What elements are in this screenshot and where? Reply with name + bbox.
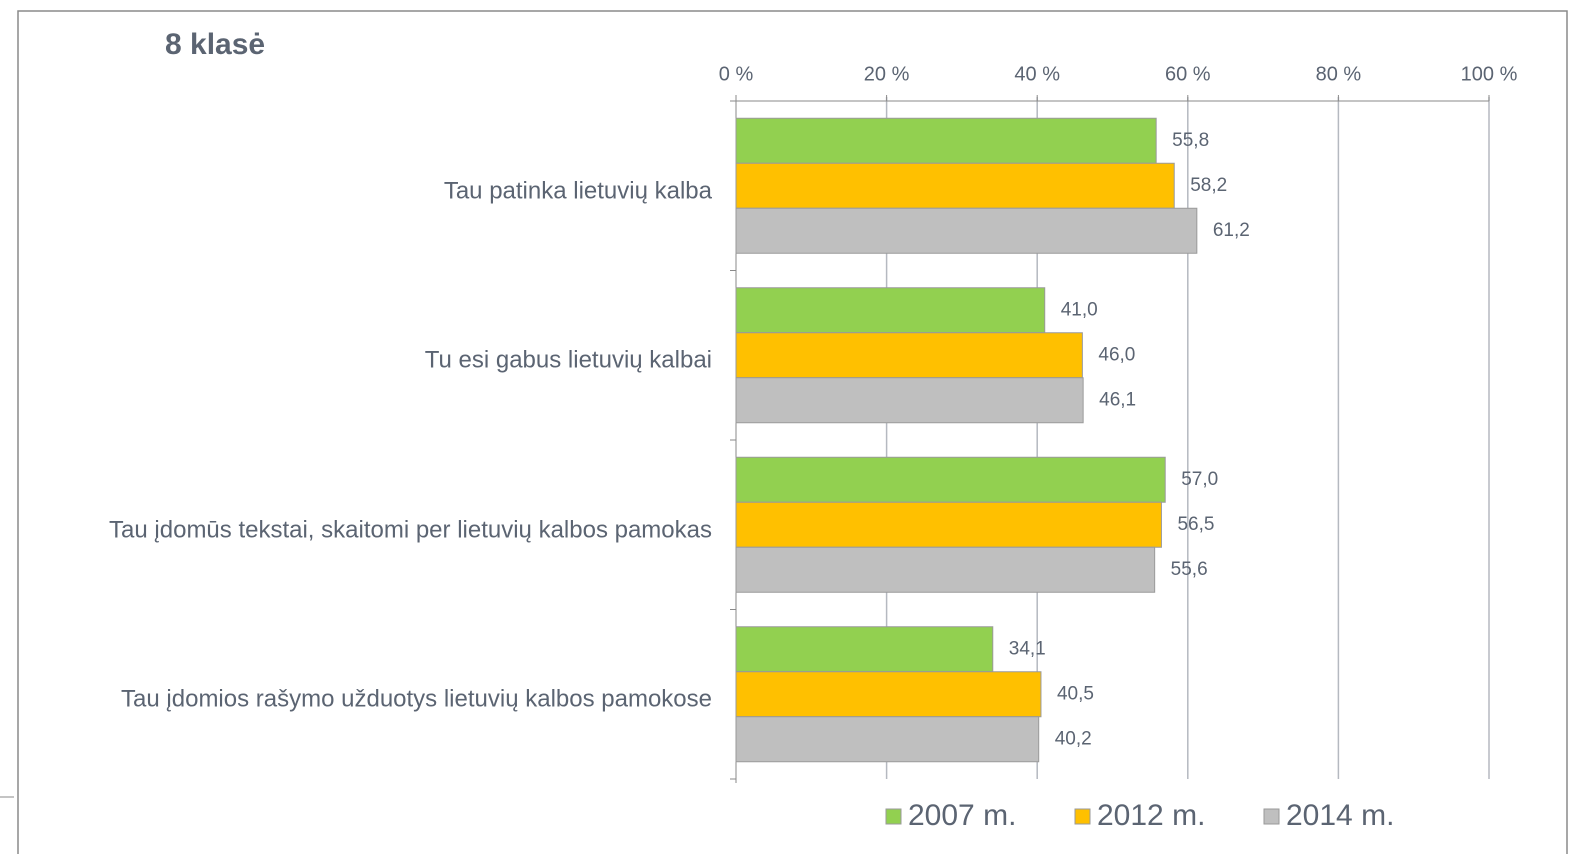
bar	[735, 456, 1166, 503]
bar	[735, 117, 1157, 164]
chart-title: 8 klasė	[165, 28, 265, 61]
x-tick-label: 100 %	[1461, 63, 1518, 85]
value-label: 55,6	[1171, 559, 1208, 580]
x-tick-label: 80 %	[1316, 63, 1362, 85]
value-label: 55,8	[1172, 130, 1209, 151]
value-label: 61,2	[1213, 220, 1250, 241]
value-label: 41,0	[1061, 299, 1098, 320]
value-label: 34,1	[1009, 638, 1046, 659]
legend-swatch	[1263, 808, 1280, 825]
legend-swatch	[885, 808, 902, 825]
bar	[735, 207, 1198, 254]
bar	[735, 546, 1156, 593]
value-label: 56,5	[1177, 514, 1214, 535]
x-tick-label: 40 %	[1014, 63, 1060, 85]
legend-label: 2014 m.	[1286, 799, 1394, 832]
x-tick-label: 20 %	[864, 63, 910, 85]
y-tick-label: Tau įdomūs tekstai, skaitomi per lietuvi…	[109, 516, 712, 544]
bar	[735, 716, 1040, 763]
bar	[735, 671, 1042, 718]
x-tick-label: 60 %	[1165, 63, 1211, 85]
bar	[735, 162, 1175, 209]
bar	[735, 377, 1084, 424]
value-label: 57,0	[1181, 469, 1218, 490]
x-tick-label: 0 %	[719, 63, 754, 85]
value-label: 40,2	[1055, 728, 1092, 749]
legend-label: 2012 m.	[1097, 799, 1205, 832]
legend-label: 2007 m.	[908, 799, 1016, 832]
y-tick-label: Tau patinka lietuvių kalba	[443, 177, 712, 205]
y-tick-label: Tau įdomios rašymo užduotys lietuvių kal…	[121, 685, 712, 713]
value-label: 58,2	[1190, 175, 1227, 196]
bar	[735, 287, 1046, 334]
value-label: 40,5	[1057, 683, 1094, 704]
legend-swatch	[1074, 808, 1091, 825]
y-tick-label: Tu esi gabus lietuvių kalbai	[424, 346, 712, 374]
frame	[17, 10, 1568, 854]
bar	[735, 501, 1162, 548]
value-label: 46,0	[1098, 344, 1135, 365]
value-label: 46,1	[1099, 389, 1136, 410]
bar	[735, 626, 994, 673]
bar	[735, 332, 1083, 379]
